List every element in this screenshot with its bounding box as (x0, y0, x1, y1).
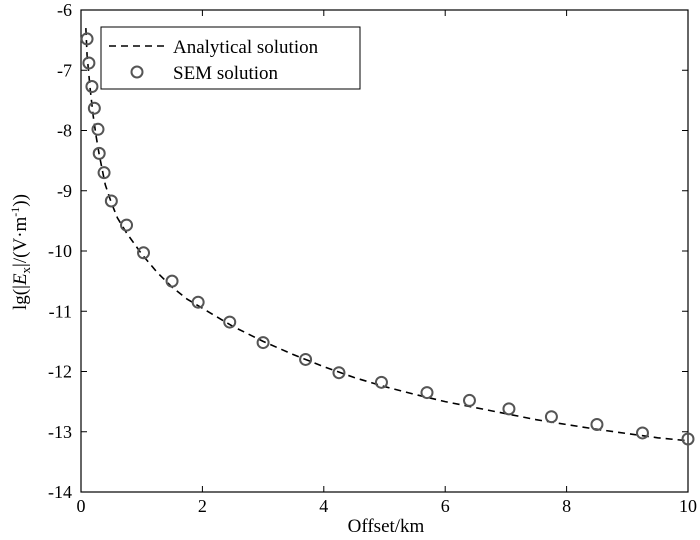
sem-point (299, 352, 313, 366)
sem-point (374, 375, 388, 389)
legend-box (100, 26, 361, 90)
y-tick-label: -9 (57, 181, 72, 201)
sem-point (87, 101, 101, 115)
legend: Analytical solution SEM solution (100, 26, 361, 90)
series-layer (80, 28, 695, 446)
y-tick-label: -10 (48, 241, 72, 261)
sem-point (92, 146, 106, 160)
sem-point (420, 386, 434, 400)
y-tick-label: -8 (57, 121, 72, 141)
sem-point (223, 315, 237, 329)
sem-point (165, 274, 179, 288)
sem-point (80, 32, 94, 46)
y-axis-label: lg(|Ex|/(V·m-1)) (8, 194, 33, 310)
sem-point (137, 246, 151, 260)
sem-point (544, 410, 558, 424)
sem-point (462, 393, 476, 407)
sem-point (635, 426, 649, 440)
sem-point (91, 122, 105, 136)
y-tick-label: -13 (48, 422, 72, 442)
x-tick-label: 8 (562, 496, 571, 516)
y-tick-label: -12 (48, 362, 72, 382)
x-axis: 0 2 4 6 8 10 (77, 10, 697, 516)
sem-point (82, 56, 96, 70)
sem-point (681, 432, 695, 446)
x-tick-label: 4 (319, 496, 328, 516)
y-tick-label: -7 (57, 60, 72, 80)
sem-point (256, 336, 270, 350)
sem-point (120, 218, 134, 232)
legend-sem-swatch (130, 65, 144, 79)
sem-point (104, 194, 118, 208)
y-tick-label: -11 (49, 301, 72, 321)
sem-point (97, 166, 111, 180)
legend-analytical-label: Analytical solution (173, 37, 319, 58)
sem-point (191, 295, 205, 309)
y-tick-label: -6 (57, 0, 72, 20)
x-tick-label: 6 (441, 496, 450, 516)
sem-point (502, 402, 516, 416)
y-tick-label: -14 (48, 482, 72, 502)
sem-point (590, 418, 604, 432)
x-tick-label: 2 (198, 496, 207, 516)
sem-point (85, 80, 99, 94)
x-axis-label: Offset/km (348, 516, 425, 537)
legend-sem-label: SEM solution (173, 63, 279, 84)
y-axis: -6 -7 -8 -9 -10 -11 -12 -13 -14 (48, 0, 688, 502)
sem-point (332, 366, 346, 380)
x-tick-label: 0 (77, 496, 86, 516)
x-tick-label: 10 (679, 496, 697, 516)
